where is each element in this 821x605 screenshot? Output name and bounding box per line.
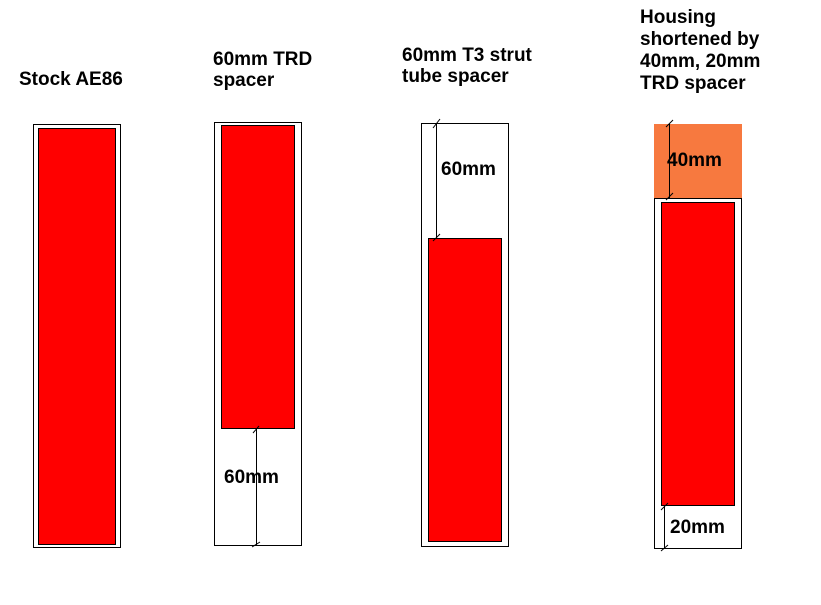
strut-housing-outline <box>214 122 302 546</box>
title-line: 40mm, 20mm <box>640 51 761 72</box>
spacer-dimension-label: 60mm <box>441 159 496 180</box>
stock-ae86-column <box>33 124 121 548</box>
title-line: tube spacer <box>402 66 509 87</box>
strut-body <box>38 128 116 545</box>
title-line: 60mm TRD <box>213 49 313 70</box>
shortened-housing-column: 40mm 20mm <box>654 119 742 552</box>
strut-housing-outline <box>421 123 509 547</box>
dimension-tick-bottom <box>251 541 261 548</box>
strut-body <box>221 125 295 429</box>
title-line: Stock AE86 <box>19 69 123 90</box>
title-line: shortened by <box>640 29 760 50</box>
title-line: spacer <box>213 70 275 91</box>
strut-housing-outline <box>654 198 742 549</box>
top-dimension-label: 40mm <box>667 150 722 171</box>
spacer-dimension-label: 60mm <box>224 467 279 488</box>
strut-housing-outline <box>33 124 121 548</box>
dimension-tick-top <box>252 425 260 434</box>
dimension-tick-top <box>432 118 441 129</box>
trd-spacer-column: 60mm <box>214 122 302 548</box>
dimension-tick-bottom <box>660 544 669 552</box>
strut-body <box>428 238 502 542</box>
stock-ae86-title: Stock AE86 <box>19 69 123 90</box>
t3-spacer-title: 60mm T3 strut tube spacer <box>402 45 532 87</box>
strut-body <box>661 202 735 506</box>
dimension-tick-bottom <box>665 192 674 201</box>
t3-spacer-column: 60mm <box>421 118 509 547</box>
title-line: TRD spacer <box>640 73 746 94</box>
dimension-tick-top <box>665 119 674 128</box>
dimension-tick-top <box>660 502 669 511</box>
bottom-dimension-label: 20mm <box>670 517 725 538</box>
shortened-housing-title: Housing shortened by 40mm, 20mm TRD spac… <box>640 7 760 95</box>
title-line: Housing <box>640 7 716 28</box>
title-line: 60mm T3 strut <box>402 45 532 66</box>
removed-section <box>654 124 742 198</box>
trd-spacer-title: 60mm TRD spacer <box>213 49 312 91</box>
dimension-tick-bottom <box>432 233 441 242</box>
